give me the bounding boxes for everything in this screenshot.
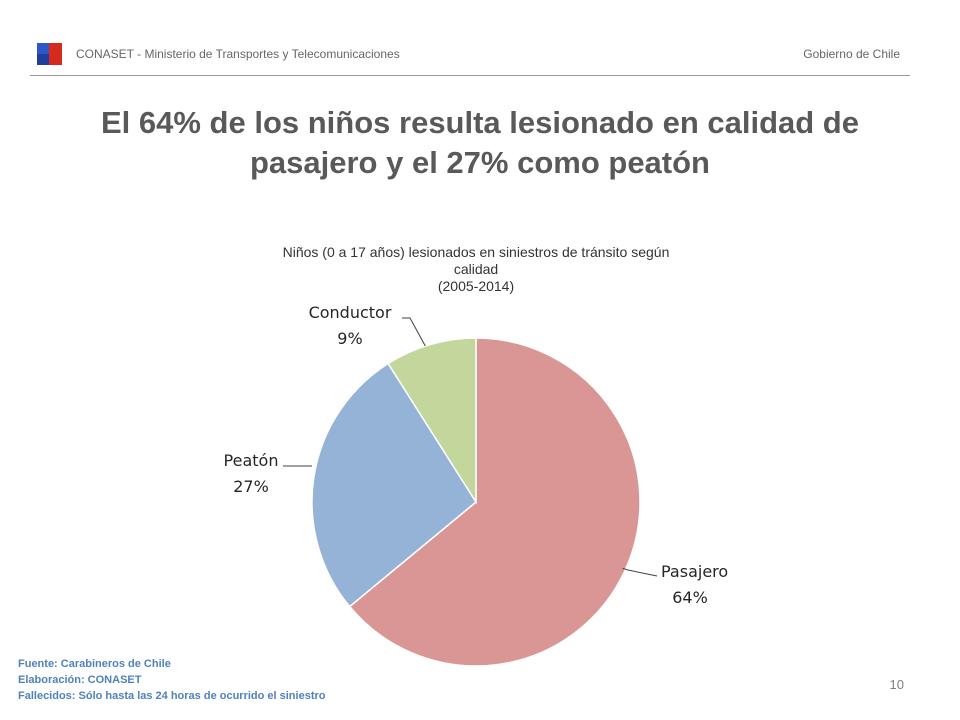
header-organization: CONASET - Ministerio de Transportes y Te… — [76, 47, 400, 61]
slide-title-line1: El 64% de los niños resulta lesionado en… — [100, 105, 859, 140]
leader-line-1 — [622, 567, 658, 577]
chart-title-line2: calidad — [453, 261, 499, 277]
footer-elaboration: Elaboración: CONASET — [18, 674, 142, 686]
slice-label-name: Conductor — [309, 303, 392, 322]
chart-title-line1: Niños (0 a 17 años) lesionados en sinies… — [282, 244, 670, 260]
slice-label-percent: 27% — [233, 477, 269, 496]
header-divider — [30, 75, 910, 76]
leader-line-3 — [402, 317, 426, 347]
page-number: 10 — [889, 677, 904, 692]
chile-flag-icon — [37, 43, 62, 65]
slide-title-line2: pasajero y el 27% como peatón — [249, 145, 710, 180]
footer-source: Fuente: Carabineros de Chile — [18, 658, 171, 670]
pie-slice-conductor — [387, 337, 477, 505]
slide-title: El 64% de los niños resulta lesionado en… — [60, 103, 900, 183]
flag-red-band — [49, 43, 62, 65]
header-government: Gobierno de Chile — [803, 47, 900, 61]
footer-notes: Fuente: Carabineros de Chile Elaboración… — [18, 656, 325, 704]
slice-label-name: Peatón — [224, 451, 279, 470]
pie-slice-pasajero — [348, 337, 641, 667]
slice-label-percent: 64% — [672, 588, 708, 607]
chart-title-line3: (2005-2014) — [437, 278, 515, 294]
slice-label-percent: 9% — [337, 329, 362, 348]
slice-label-name: Pasajero — [661, 562, 728, 581]
pie-slice-peaton — [311, 362, 477, 608]
footer-deaths-note: Fallecidos: Sólo hasta las 24 horas de o… — [18, 690, 326, 702]
flag-star-field — [37, 43, 49, 54]
chart-title: Niños (0 a 17 años) lesionados en sinies… — [236, 244, 716, 295]
